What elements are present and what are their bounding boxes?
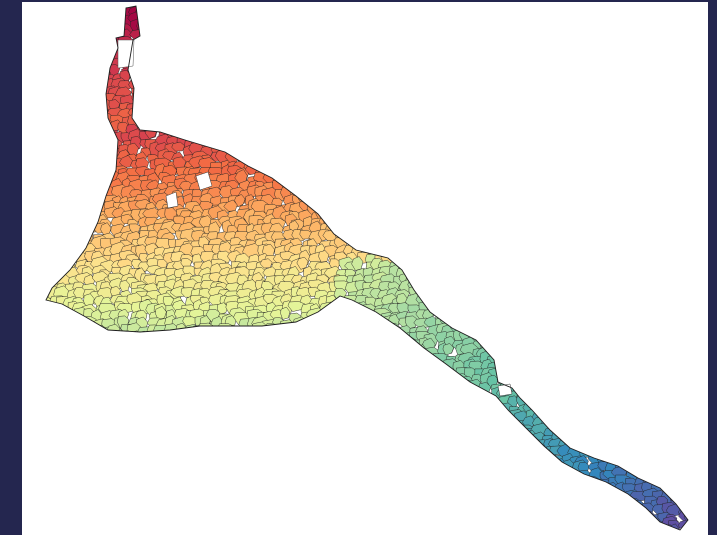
subcatchment-cell xyxy=(318,250,330,263)
subcatchment-cell xyxy=(296,256,309,270)
watershed-map xyxy=(22,2,708,535)
subcatchment-cell xyxy=(129,223,141,234)
map-canvas[interactable] xyxy=(22,2,708,535)
subcatchment-cell xyxy=(142,207,162,221)
right-dark-edge xyxy=(708,0,717,535)
subcatchment-cell xyxy=(119,155,133,168)
subcatchment-cell xyxy=(73,287,86,301)
left-dark-panel xyxy=(0,0,22,258)
subcatchment-cell xyxy=(234,194,246,208)
subcatchment-cell xyxy=(171,141,186,152)
